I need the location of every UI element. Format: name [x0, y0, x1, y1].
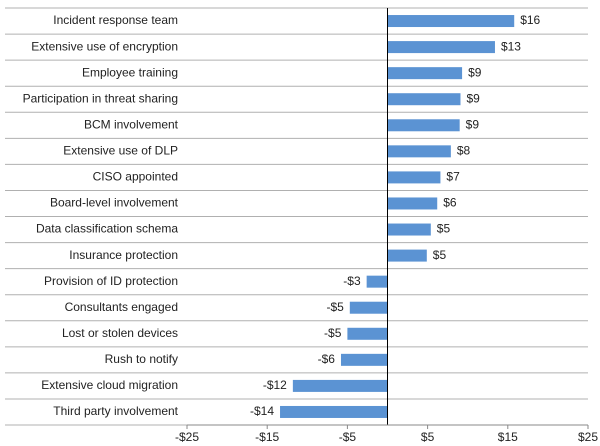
bar [292, 379, 388, 392]
value-label: $9 [466, 117, 480, 131]
x-tick-label: $5 [421, 430, 435, 444]
x-tick-label: -$5 [339, 430, 357, 444]
y-category-label: Provision of ID protection [44, 274, 178, 288]
y-category-label: Extensive use of DLP [63, 144, 178, 158]
bar [387, 197, 438, 210]
y-category-label: Consultants engaged [65, 300, 178, 314]
x-tick-label: $25 [578, 430, 598, 444]
y-category-label: Lost or stolen devices [62, 326, 178, 340]
value-label: $5 [433, 248, 447, 262]
y-category-label: CISO appointed [93, 170, 178, 184]
bar [387, 15, 515, 28]
y-category-label: Employee training [82, 65, 178, 79]
y-category-label: Incident response team [53, 13, 178, 27]
x-tick-label: $15 [498, 430, 518, 444]
bar [387, 249, 427, 262]
y-category-label: Board-level involvement [50, 196, 179, 210]
bar [387, 67, 463, 80]
value-label: -$5 [324, 326, 342, 340]
y-category-label: Third party involvement [53, 404, 178, 418]
bar [387, 145, 451, 158]
value-label: $6 [443, 196, 457, 210]
value-label: -$3 [343, 274, 361, 288]
value-label: $7 [446, 170, 460, 184]
y-category-label: Participation in threat sharing [23, 91, 178, 105]
value-label: $8 [457, 144, 471, 158]
bar [387, 223, 431, 236]
value-label: -$12 [263, 378, 287, 392]
y-category-label: BCM involvement [84, 117, 179, 131]
bar [280, 405, 388, 418]
x-tick-label: -$15 [255, 430, 279, 444]
bar [387, 119, 460, 132]
bar [387, 41, 495, 54]
value-label: $9 [468, 65, 482, 79]
y-category-label: Data classification schema [36, 222, 178, 236]
bar [347, 327, 388, 340]
y-category-label: Insurance protection [69, 248, 178, 262]
value-label: $9 [466, 91, 480, 105]
y-category-label: Extensive cloud migration [41, 378, 178, 392]
value-label: -$5 [326, 300, 344, 314]
bar [340, 353, 388, 366]
value-label: $5 [437, 222, 451, 236]
y-category-label: Rush to notify [105, 352, 178, 366]
bar [366, 275, 388, 288]
y-category-label: Extensive use of encryption [31, 39, 178, 53]
x-tick-label: -$25 [175, 430, 199, 444]
bar [387, 171, 441, 184]
value-label: -$14 [250, 404, 274, 418]
bar [387, 93, 461, 106]
value-label: $13 [501, 39, 521, 53]
bar [349, 301, 388, 314]
value-label: $16 [520, 13, 540, 27]
value-label: -$6 [318, 352, 336, 366]
